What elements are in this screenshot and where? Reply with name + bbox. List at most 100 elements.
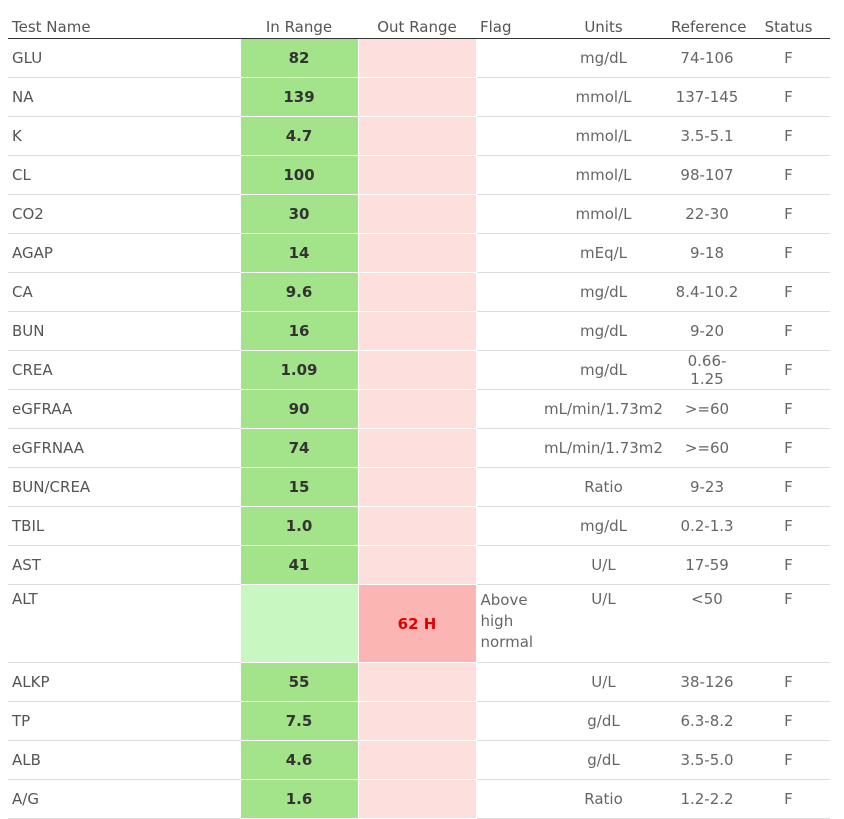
flag-cell [476,740,540,780]
flag-cell [476,272,540,312]
out-range-cell [357,272,477,312]
flag-cell [476,311,540,351]
status-cell: F [747,779,830,819]
header-out-range: Out Range [358,10,476,39]
units-cell: g/dL [540,740,667,780]
in-range-cell: 1.09 [239,350,359,390]
units-cell: mg/dL [540,311,667,351]
in-range-cell: 30 [239,194,359,234]
test-name-cell: AST [8,545,240,585]
header-flag: Flag [476,10,540,39]
table-row: A/G 1.6 Ratio 1.2-2.2 F [8,779,830,819]
status-cell: F [747,584,830,663]
table-row: NA 139 mmol/L 137-145 F [8,77,830,117]
status-cell: F [747,701,830,741]
status-cell: F [747,77,830,117]
flag-cell [476,545,540,585]
in-range-cell: 82 [239,38,359,78]
in-range-cell: 15 [239,467,359,507]
reference-cell: >=60 [667,428,747,468]
reference-cell: 3.5-5.0 [667,740,747,780]
test-name-cell: BUN [8,311,240,351]
reference-cell: >=60 [667,389,747,429]
table-row: TP 7.5 g/dL 6.3-8.2 F [8,701,830,741]
in-range-cell: 7.5 [239,701,359,741]
test-name-cell: A/G [8,779,240,819]
out-range-cell [357,467,477,507]
in-range-cell: 100 [239,155,359,195]
test-name-cell: CA [8,272,240,312]
flag-cell [476,389,540,429]
table-row: CL 100 mmol/L 98-107 F [8,155,830,195]
table-row: eGFRAA 90 mL/min/1.73m2 >=60 F [8,389,830,429]
flag-cell: Above high normal [476,584,540,663]
table-row: AGAP 14 mEq/L 9-18 F [8,233,830,273]
units-cell: mg/dL [540,506,667,546]
out-range-cell [357,311,477,351]
reference-cell: 8.4-10.2 [667,272,747,312]
flag-cell [476,428,540,468]
in-range-cell: 74 [239,428,359,468]
reference-cell: 137-145 [667,77,747,117]
status-cell: F [747,116,830,156]
in-range-cell: 90 [239,389,359,429]
reference-cell: 74-106 [667,38,747,78]
out-range-cell [357,428,477,468]
units-cell: mL/min/1.73m2 [540,428,667,468]
flag-cell [476,701,540,741]
in-range-cell: 9.6 [239,272,359,312]
reference-cell: 0.2-1.3 [667,506,747,546]
units-cell: mmol/L [540,194,667,234]
test-name-cell: K [8,116,240,156]
header-reference: Reference [667,10,747,39]
status-cell: F [747,194,830,234]
lab-results-table: Test Name In Range Out Range Flag Units … [8,10,830,819]
status-cell: F [747,545,830,585]
status-cell: F [747,233,830,273]
status-cell: F [747,428,830,468]
header-test-name: Test Name [8,10,240,39]
in-range-cell: 55 [239,662,359,702]
units-cell: mEq/L [540,233,667,273]
status-cell: F [747,350,830,390]
in-range-cell: 4.6 [239,740,359,780]
units-cell: mL/min/1.73m2 [540,389,667,429]
test-name-cell: TBIL [8,506,240,546]
out-range-cell [357,545,477,585]
flag-cell [476,233,540,273]
units-cell: U/L [540,662,667,702]
table-row: BUN/CREA 15 Ratio 9-23 F [8,467,830,507]
flag-cell [476,38,540,78]
reference-cell: 9-20 [667,311,747,351]
reference-cell: 1.2-2.2 [667,779,747,819]
out-range-cell [357,350,477,390]
reference-cell: 9-18 [667,233,747,273]
status-cell: F [747,389,830,429]
reference-cell: 38-126 [667,662,747,702]
units-cell: U/L [540,545,667,585]
header-in-range: In Range [240,10,358,39]
status-cell: F [747,38,830,78]
units-cell: mmol/L [540,155,667,195]
status-cell: F [747,506,830,546]
status-cell: F [747,272,830,312]
in-range-cell: 4.7 [239,116,359,156]
units-cell: g/dL [540,701,667,741]
in-range-cell: 139 [239,77,359,117]
out-range-cell [357,662,477,702]
in-range-cell: 14 [239,233,359,273]
flag-cell [476,506,540,546]
in-range-cell: 1.6 [239,779,359,819]
units-cell: mg/dL [540,38,667,78]
in-range-cell [239,584,359,663]
table-row: GLU 82 mg/dL 74-106 F [8,38,830,78]
table-row: ALB 4.6 g/dL 3.5-5.0 F [8,740,830,780]
out-range-cell [357,77,477,117]
table-header: Test Name In Range Out Range Flag Units … [8,10,830,39]
test-name-cell: eGFRAA [8,389,240,429]
test-name-cell: CL [8,155,240,195]
test-name-cell: NA [8,77,240,117]
header-units: Units [540,10,667,39]
test-name-cell: BUN/CREA [8,467,240,507]
in-range-cell: 16 [239,311,359,351]
